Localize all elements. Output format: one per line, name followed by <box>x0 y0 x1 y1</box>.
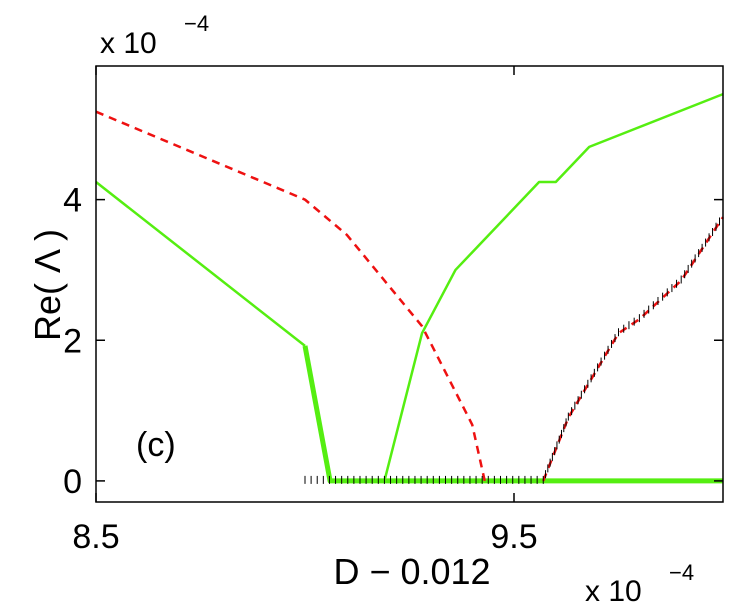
plot-lines <box>95 92 725 484</box>
series-line-3 <box>95 110 486 482</box>
y-tick-label: 4 <box>63 182 82 220</box>
x-multiplier-base: x 10 <box>585 575 642 606</box>
y-multiplier-base: x 10 <box>100 27 157 60</box>
annotation-label: (c) <box>136 426 176 464</box>
plot-area-frame <box>95 65 724 503</box>
y-tick-label: 2 <box>63 322 82 360</box>
y-tick-label: 0 <box>63 463 82 501</box>
axis-ticks: 0 2 4 8.5 9.5 <box>63 66 723 556</box>
x-multiplier-exponent: −4 <box>669 560 694 585</box>
series-line-0 <box>95 181 306 347</box>
series-line-4 <box>542 216 725 482</box>
black-tick-series <box>304 217 721 484</box>
x-tick-label: 9.5 <box>490 518 537 556</box>
y-multiplier-exponent: −4 <box>184 11 209 36</box>
x-tick-label: 8.5 <box>72 518 119 556</box>
series-line-2 <box>383 92 724 482</box>
y-axis-label: Re( Λ ) <box>27 229 68 341</box>
x-axis-label: D − 0.012 <box>333 551 490 592</box>
series-line-1 <box>302 345 723 484</box>
